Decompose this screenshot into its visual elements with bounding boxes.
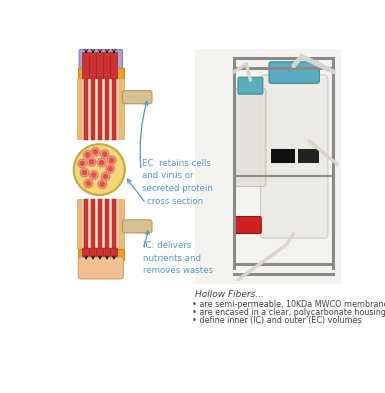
Bar bbox=[87, 199, 115, 249]
Circle shape bbox=[101, 172, 110, 181]
Circle shape bbox=[84, 151, 92, 159]
Bar bbox=[98, 199, 102, 249]
Text: • are semi-permeable, 10KDa MWCO membranes: • are semi-permeable, 10KDa MWCO membran… bbox=[192, 301, 385, 310]
FancyBboxPatch shape bbox=[122, 220, 152, 233]
Circle shape bbox=[91, 148, 100, 156]
Text: • are encased in a clear, polycarbonate housing: • are encased in a clear, polycarbonate … bbox=[192, 308, 385, 317]
FancyBboxPatch shape bbox=[97, 53, 104, 79]
Circle shape bbox=[97, 158, 106, 167]
FancyBboxPatch shape bbox=[235, 217, 261, 233]
Bar bbox=[98, 79, 102, 140]
Bar bbox=[84, 79, 88, 140]
FancyBboxPatch shape bbox=[79, 257, 123, 279]
Text: cross section: cross section bbox=[147, 196, 203, 206]
Circle shape bbox=[85, 152, 90, 157]
Circle shape bbox=[78, 159, 87, 168]
FancyBboxPatch shape bbox=[83, 53, 90, 79]
Circle shape bbox=[82, 170, 87, 175]
Text: EC: retains cells
and virus or
secreted protein: EC: retains cells and virus or secreted … bbox=[142, 159, 213, 193]
Circle shape bbox=[109, 158, 114, 163]
Bar bbox=[84, 199, 88, 249]
Circle shape bbox=[93, 150, 98, 154]
FancyBboxPatch shape bbox=[83, 248, 90, 259]
Circle shape bbox=[80, 161, 85, 166]
Bar bbox=[195, 49, 341, 284]
Bar bbox=[87, 79, 115, 140]
Circle shape bbox=[74, 144, 125, 195]
Circle shape bbox=[107, 156, 116, 165]
Bar bbox=[112, 79, 116, 140]
FancyBboxPatch shape bbox=[104, 53, 110, 79]
Bar bbox=[77, 199, 125, 249]
Circle shape bbox=[92, 173, 96, 177]
FancyBboxPatch shape bbox=[110, 53, 117, 79]
Circle shape bbox=[102, 152, 107, 156]
Bar bbox=[105, 79, 109, 140]
FancyBboxPatch shape bbox=[90, 248, 97, 259]
FancyBboxPatch shape bbox=[269, 62, 320, 83]
Bar bbox=[271, 149, 295, 163]
FancyBboxPatch shape bbox=[110, 248, 117, 259]
Bar bbox=[112, 199, 116, 249]
FancyBboxPatch shape bbox=[79, 50, 122, 70]
Bar bbox=[77, 68, 124, 79]
Bar bbox=[91, 79, 95, 140]
Circle shape bbox=[86, 181, 91, 186]
Circle shape bbox=[84, 179, 93, 188]
Circle shape bbox=[100, 182, 105, 187]
Circle shape bbox=[90, 171, 98, 179]
FancyBboxPatch shape bbox=[261, 75, 328, 238]
Bar bbox=[82, 199, 119, 249]
Circle shape bbox=[108, 167, 112, 171]
Circle shape bbox=[80, 169, 89, 177]
Bar bbox=[82, 79, 119, 140]
Circle shape bbox=[87, 158, 96, 166]
FancyBboxPatch shape bbox=[238, 77, 263, 94]
Bar bbox=[77, 79, 125, 140]
Text: IC: delivers
nutrients and
removes wastes: IC: delivers nutrients and removes waste… bbox=[144, 241, 213, 275]
Bar bbox=[105, 199, 109, 249]
Text: Hollow Fibers...: Hollow Fibers... bbox=[195, 290, 264, 299]
Text: • define inner (IC) and outer (EC) volumes: • define inner (IC) and outer (EC) volum… bbox=[192, 316, 362, 325]
Circle shape bbox=[99, 160, 104, 165]
Bar bbox=[91, 199, 95, 249]
Circle shape bbox=[100, 150, 109, 158]
Bar bbox=[298, 149, 320, 163]
FancyBboxPatch shape bbox=[97, 248, 104, 259]
FancyBboxPatch shape bbox=[235, 88, 266, 187]
Circle shape bbox=[106, 165, 114, 173]
Circle shape bbox=[103, 174, 108, 179]
Circle shape bbox=[89, 160, 94, 164]
FancyBboxPatch shape bbox=[104, 248, 110, 259]
Bar bbox=[77, 249, 124, 260]
FancyBboxPatch shape bbox=[90, 53, 97, 79]
Circle shape bbox=[98, 180, 107, 189]
FancyBboxPatch shape bbox=[122, 91, 152, 104]
